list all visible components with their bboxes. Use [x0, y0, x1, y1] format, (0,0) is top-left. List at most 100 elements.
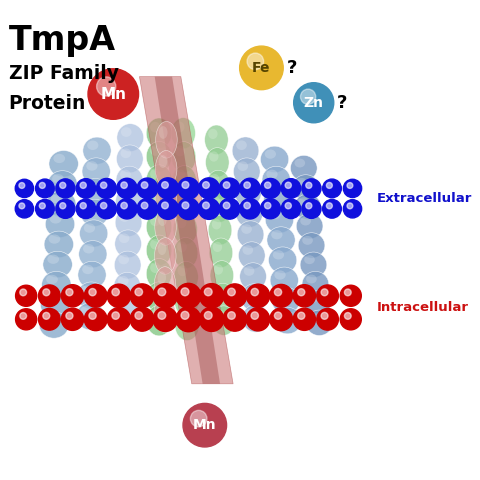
Ellipse shape	[270, 210, 281, 219]
Ellipse shape	[115, 230, 142, 258]
Ellipse shape	[304, 291, 331, 316]
Ellipse shape	[81, 286, 93, 295]
Ellipse shape	[39, 312, 69, 338]
Circle shape	[247, 53, 264, 70]
Ellipse shape	[210, 261, 234, 290]
Ellipse shape	[146, 282, 172, 312]
Ellipse shape	[120, 169, 131, 180]
Text: Fe: Fe	[252, 61, 271, 75]
Ellipse shape	[300, 216, 311, 226]
Ellipse shape	[44, 315, 56, 324]
Ellipse shape	[299, 197, 309, 206]
Ellipse shape	[45, 295, 57, 304]
Ellipse shape	[86, 161, 97, 171]
Text: Extracellular: Extracellular	[377, 192, 472, 205]
Ellipse shape	[150, 216, 160, 226]
Ellipse shape	[171, 118, 195, 149]
Ellipse shape	[155, 209, 176, 245]
Ellipse shape	[290, 156, 317, 181]
Ellipse shape	[40, 291, 70, 318]
Circle shape	[302, 199, 321, 218]
Ellipse shape	[302, 236, 313, 245]
Ellipse shape	[116, 166, 143, 194]
Ellipse shape	[82, 264, 94, 274]
Circle shape	[80, 203, 86, 209]
Ellipse shape	[272, 287, 300, 313]
Circle shape	[298, 312, 305, 319]
Ellipse shape	[154, 267, 176, 303]
Circle shape	[130, 284, 154, 308]
Ellipse shape	[268, 247, 297, 274]
Ellipse shape	[209, 238, 233, 267]
Circle shape	[121, 202, 127, 209]
Circle shape	[162, 202, 168, 209]
Ellipse shape	[270, 267, 299, 294]
Ellipse shape	[239, 242, 265, 269]
Ellipse shape	[47, 191, 76, 217]
Text: ZIP Family: ZIP Family	[9, 63, 119, 83]
Circle shape	[20, 312, 26, 319]
Text: Mn: Mn	[193, 418, 216, 432]
Ellipse shape	[175, 310, 199, 340]
Circle shape	[240, 199, 260, 219]
Polygon shape	[155, 77, 220, 384]
Ellipse shape	[214, 264, 223, 275]
Ellipse shape	[294, 158, 305, 168]
Circle shape	[270, 285, 292, 307]
Text: ?: ?	[337, 94, 347, 112]
Ellipse shape	[173, 238, 198, 269]
Ellipse shape	[156, 151, 177, 187]
Circle shape	[153, 284, 178, 308]
Circle shape	[191, 410, 207, 427]
Ellipse shape	[236, 200, 263, 228]
Circle shape	[112, 312, 120, 319]
Circle shape	[80, 182, 86, 189]
Ellipse shape	[242, 245, 253, 255]
Ellipse shape	[118, 276, 129, 286]
Ellipse shape	[241, 224, 252, 234]
Ellipse shape	[271, 230, 282, 240]
Ellipse shape	[146, 188, 172, 219]
Circle shape	[219, 198, 240, 219]
Circle shape	[61, 285, 84, 307]
Circle shape	[302, 179, 321, 198]
Ellipse shape	[236, 140, 247, 150]
Circle shape	[300, 89, 316, 104]
Circle shape	[36, 179, 54, 198]
Ellipse shape	[297, 178, 307, 187]
Ellipse shape	[212, 306, 235, 336]
Text: Mn: Mn	[100, 86, 126, 102]
Circle shape	[270, 308, 292, 331]
Circle shape	[323, 200, 341, 218]
Ellipse shape	[267, 227, 295, 253]
Circle shape	[200, 307, 224, 332]
Circle shape	[112, 288, 120, 296]
Circle shape	[203, 181, 209, 189]
Text: ?: ?	[287, 59, 297, 77]
Ellipse shape	[158, 242, 167, 255]
Ellipse shape	[235, 179, 261, 206]
Circle shape	[61, 308, 84, 330]
Circle shape	[89, 288, 96, 296]
Ellipse shape	[146, 212, 172, 242]
Circle shape	[219, 178, 240, 199]
Circle shape	[240, 178, 260, 199]
Circle shape	[76, 199, 96, 218]
Circle shape	[285, 182, 291, 189]
Circle shape	[343, 200, 361, 218]
Circle shape	[326, 203, 332, 209]
Ellipse shape	[116, 187, 142, 215]
Circle shape	[347, 182, 353, 189]
Ellipse shape	[310, 313, 321, 322]
Ellipse shape	[77, 282, 105, 309]
Circle shape	[244, 182, 251, 189]
Circle shape	[43, 312, 50, 319]
Ellipse shape	[121, 127, 132, 137]
Ellipse shape	[262, 167, 290, 193]
Ellipse shape	[179, 313, 188, 324]
Ellipse shape	[52, 174, 64, 183]
Circle shape	[345, 312, 351, 319]
Circle shape	[204, 288, 212, 296]
Circle shape	[306, 182, 312, 189]
Ellipse shape	[117, 145, 143, 173]
